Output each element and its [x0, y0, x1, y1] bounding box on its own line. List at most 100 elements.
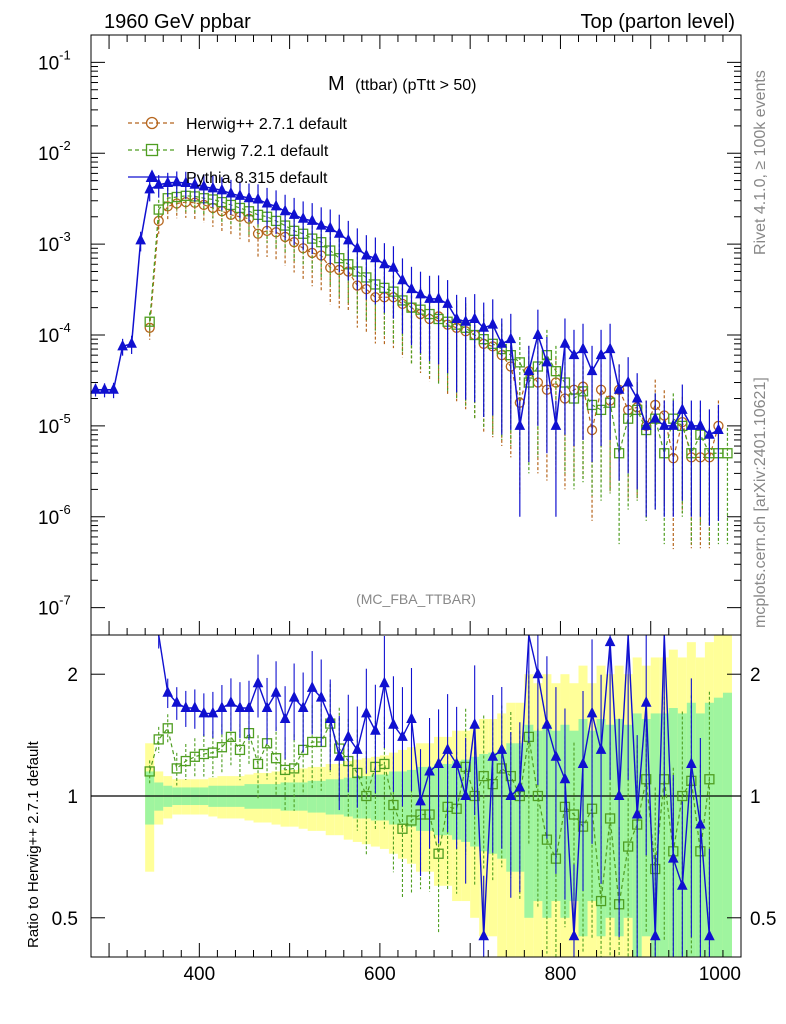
- main-point-triangle: [171, 175, 183, 187]
- ratio-point-triangle: [568, 929, 580, 941]
- legend-marker-square: [145, 143, 159, 157]
- ratio-point-triangle: [324, 712, 336, 723]
- ratio-point-triangle: [261, 701, 273, 713]
- main-series-line-2: [95, 181, 719, 436]
- main-plot-area: [90, 171, 733, 550]
- ratio-point-triangle: [207, 706, 219, 718]
- main-point-triangle: [640, 419, 652, 430]
- side-label-mcplots: mcplots.cern.ch [arXiv:2401.10621]: [752, 377, 769, 628]
- main-point-triangle: [261, 196, 273, 208]
- ratio-point-triangle: [460, 789, 471, 800]
- ratio-point-triangle: [640, 696, 652, 707]
- ratio-point-triangle: [505, 789, 517, 800]
- main-point-triangle: [686, 419, 697, 430]
- ratio-point-square: [153, 734, 164, 745]
- ratio-point-triangle: [198, 706, 210, 718]
- ratio-plot-area: [91, 634, 741, 957]
- ratio-point-triangle: [532, 667, 544, 679]
- ratio-point-triangle: [667, 852, 679, 863]
- ratio-band-inner: [406, 769, 416, 827]
- watermark: (MC_FBA_TTBAR): [356, 591, 476, 607]
- ratio-point-square: [532, 790, 544, 802]
- ratio-point-triangle: [288, 691, 300, 702]
- main-point-triangle: [288, 208, 300, 219]
- ratio-point-triangle: [342, 730, 354, 741]
- plot-title-sub: (ttbar) (pTtt > 50): [355, 77, 476, 94]
- main-point-square: [144, 316, 155, 327]
- ratio-point-triangle: [704, 929, 715, 941]
- ratio-point-triangle: [180, 701, 192, 713]
- ratio-point-triangle: [433, 757, 444, 768]
- main-point-triangle: [117, 339, 128, 351]
- ratio-point-square: [361, 790, 372, 802]
- main-ytick-label: 10-6: [38, 502, 71, 529]
- ratio-point-square: [478, 770, 489, 782]
- main-x-axis: [108, 35, 742, 635]
- main-point-triangle: [189, 178, 201, 189]
- main-point-triangle: [333, 227, 345, 238]
- main-panel: 10-7 10-6 10-5 10-4 10-3 10-2 10-1 M (ttbar) (…: [38, 34, 742, 636]
- main-point-triangle: [695, 419, 706, 430]
- ratio-point-square: [704, 774, 715, 785]
- main-point-triangle: [225, 186, 237, 198]
- ratio-point-triangle: [496, 743, 508, 754]
- ratio-band-inner: [722, 692, 732, 957]
- ratio-point-triangle: [559, 772, 571, 784]
- main-point-triangle: [613, 383, 625, 394]
- legend: Herwig++ 2.7.1 default Herwig 7.2.1 defau…: [128, 116, 348, 187]
- main-point-circle: [252, 228, 264, 239]
- main-point-triangle: [297, 212, 309, 223]
- ratio-point-triangle: [370, 724, 381, 735]
- ratio-point-triangle: [270, 686, 282, 697]
- ratio-point-triangle: [686, 757, 697, 768]
- ratio-point-triangle: [595, 743, 607, 754]
- ratio-point-triangle: [695, 817, 706, 829]
- main-point-triangle: [649, 412, 661, 423]
- main-point-triangle: [622, 375, 634, 387]
- ratio-point-triangle: [279, 712, 291, 723]
- main-point-triangle: [532, 328, 544, 339]
- ratio-band-inner: [316, 780, 326, 813]
- main-point-triangle: [324, 221, 336, 233]
- main-point-triangle: [559, 337, 571, 348]
- main-ytick-label: 10-4: [38, 320, 71, 347]
- ratio-band-inner: [325, 779, 335, 815]
- legend-label-0: Herwig++ 2.7.1 default: [186, 116, 348, 133]
- ratio-point-triangle: [577, 757, 589, 768]
- main-point-triangle: [144, 182, 155, 194]
- main-point-triangle: [658, 419, 670, 430]
- main-point-triangle: [478, 321, 490, 332]
- main-ytick-label: 10-7: [38, 593, 71, 620]
- ratio-ytick-label-right: 2: [750, 665, 761, 686]
- main-point-triangle: [207, 181, 219, 193]
- legend-label-1: Herwig 7.2.1 default: [186, 143, 329, 160]
- main-point-triangle: [352, 241, 363, 253]
- ratio-xtick-label: 1000: [699, 964, 741, 985]
- main-point-triangle: [505, 332, 517, 344]
- ratio-point-triangle: [424, 764, 435, 776]
- ratio-band-inner: [569, 730, 579, 902]
- main-point-triangle: [604, 342, 616, 354]
- ratio-point-triangle: [315, 691, 327, 702]
- ratio-point-triangle: [189, 701, 201, 713]
- main-point-triangle: [514, 419, 526, 430]
- ratio-point-triangle: [352, 743, 363, 754]
- ratio-ytick-label: 0.5: [52, 909, 78, 930]
- main-point-triangle: [180, 176, 192, 188]
- ratio-point-square: [270, 753, 282, 764]
- ratio-point-triangle: [234, 701, 246, 713]
- ratio-xtick-label: 600: [364, 964, 396, 985]
- ratio-point-square: [388, 799, 399, 811]
- ratio-ytick-label: 1: [67, 787, 78, 808]
- main-point-triangle: [406, 282, 417, 294]
- main-point-triangle: [153, 178, 165, 189]
- main-y-axis: 10-7 10-6 10-5 10-4 10-3 10-2 10-1: [38, 34, 741, 620]
- ratio-point-triangle: [451, 757, 462, 768]
- plot-title-symbol: M: [328, 73, 345, 95]
- main-point-triangle: [342, 233, 354, 245]
- main-point-triangle: [442, 297, 453, 308]
- ratio-point-square: [144, 766, 155, 777]
- ratio-point-triangle: [306, 681, 318, 692]
- ratio-ytick-label-right: 1: [750, 787, 761, 808]
